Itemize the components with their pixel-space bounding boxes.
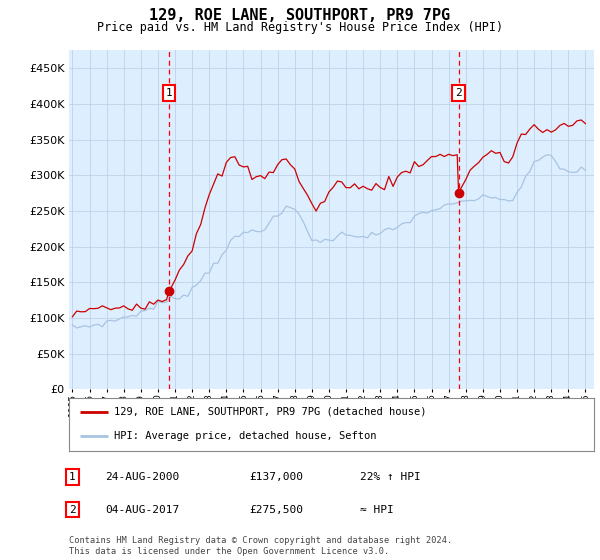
Text: 129, ROE LANE, SOUTHPORT, PR9 7PG: 129, ROE LANE, SOUTHPORT, PR9 7PG: [149, 8, 451, 24]
Text: ≈ HPI: ≈ HPI: [360, 505, 394, 515]
Text: 2: 2: [69, 505, 76, 515]
Text: 24-AUG-2000: 24-AUG-2000: [105, 472, 179, 482]
Text: 1: 1: [166, 88, 172, 98]
Text: £137,000: £137,000: [249, 472, 303, 482]
Text: 2: 2: [455, 88, 462, 98]
Text: Price paid vs. HM Land Registry's House Price Index (HPI): Price paid vs. HM Land Registry's House …: [97, 21, 503, 34]
Text: HPI: Average price, detached house, Sefton: HPI: Average price, detached house, Seft…: [113, 431, 376, 441]
Text: 129, ROE LANE, SOUTHPORT, PR9 7PG (detached house): 129, ROE LANE, SOUTHPORT, PR9 7PG (detac…: [113, 407, 426, 417]
Text: 22% ↑ HPI: 22% ↑ HPI: [360, 472, 421, 482]
Text: Contains HM Land Registry data © Crown copyright and database right 2024.
This d: Contains HM Land Registry data © Crown c…: [69, 536, 452, 556]
Text: 04-AUG-2017: 04-AUG-2017: [105, 505, 179, 515]
Text: £275,500: £275,500: [249, 505, 303, 515]
Text: 1: 1: [69, 472, 76, 482]
